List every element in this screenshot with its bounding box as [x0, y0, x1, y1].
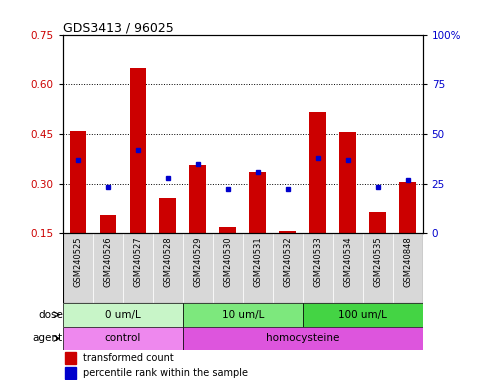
Text: homocysteine: homocysteine: [266, 333, 340, 343]
Bar: [159, 199, 176, 233]
Text: GSM240533: GSM240533: [313, 237, 322, 287]
Text: GSM240528: GSM240528: [163, 237, 172, 287]
Bar: [183, 326, 423, 350]
Bar: [273, 233, 303, 303]
Bar: [189, 166, 206, 233]
Bar: [183, 303, 303, 326]
Bar: [65, 367, 76, 379]
Text: percentile rank within the sample: percentile rank within the sample: [83, 368, 248, 378]
Bar: [333, 233, 363, 303]
Bar: [63, 326, 183, 350]
Bar: [99, 215, 116, 233]
Text: GSM240529: GSM240529: [193, 237, 202, 287]
Bar: [340, 132, 356, 233]
Bar: [303, 303, 423, 326]
Bar: [249, 172, 266, 233]
Text: GSM240848: GSM240848: [403, 237, 412, 287]
Text: GSM240530: GSM240530: [223, 237, 232, 287]
Bar: [65, 353, 76, 364]
Bar: [399, 182, 416, 233]
Bar: [70, 131, 86, 233]
Text: control: control: [105, 333, 141, 343]
Bar: [280, 230, 296, 233]
Bar: [63, 303, 183, 326]
Bar: [393, 233, 423, 303]
Bar: [123, 233, 153, 303]
Text: GSM240531: GSM240531: [253, 237, 262, 287]
Text: GSM240526: GSM240526: [103, 237, 112, 287]
Text: 10 um/L: 10 um/L: [222, 310, 264, 319]
Text: agent: agent: [33, 333, 63, 343]
Text: GSM240535: GSM240535: [373, 237, 382, 287]
Bar: [63, 233, 93, 303]
Bar: [363, 233, 393, 303]
Bar: [310, 113, 326, 233]
Bar: [303, 233, 333, 303]
Bar: [369, 212, 386, 233]
Bar: [93, 233, 123, 303]
Text: dose: dose: [38, 310, 63, 319]
Bar: [242, 233, 273, 303]
Text: GSM240532: GSM240532: [283, 237, 292, 287]
Bar: [129, 68, 146, 233]
Text: GSM240534: GSM240534: [343, 237, 352, 287]
Bar: [153, 233, 183, 303]
Text: 0 um/L: 0 um/L: [105, 310, 141, 319]
Text: transformed count: transformed count: [83, 353, 173, 363]
Bar: [219, 227, 236, 233]
Text: GSM240525: GSM240525: [73, 237, 82, 287]
Text: 100 um/L: 100 um/L: [338, 310, 387, 319]
Text: GSM240527: GSM240527: [133, 237, 142, 287]
Text: GDS3413 / 96025: GDS3413 / 96025: [63, 22, 173, 35]
Bar: [213, 233, 242, 303]
Bar: [183, 233, 213, 303]
